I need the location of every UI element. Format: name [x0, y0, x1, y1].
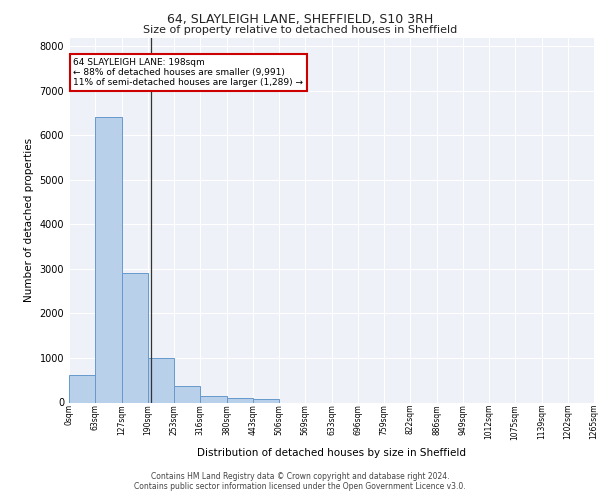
- Bar: [69, 375, 95, 402]
- Text: Size of property relative to detached houses in Sheffield: Size of property relative to detached ho…: [143, 25, 457, 35]
- Bar: [174, 386, 200, 402]
- Bar: [253, 399, 279, 402]
- Bar: [148, 358, 174, 403]
- Bar: [122, 274, 148, 402]
- Text: 64 SLAYLEIGH LANE: 198sqm
← 88% of detached houses are smaller (9,991)
11% of se: 64 SLAYLEIGH LANE: 198sqm ← 88% of detac…: [73, 58, 303, 88]
- Text: Contains HM Land Registry data © Crown copyright and database right 2024.
Contai: Contains HM Land Registry data © Crown c…: [134, 472, 466, 491]
- Y-axis label: Number of detached properties: Number of detached properties: [24, 138, 34, 302]
- Text: 64, SLAYLEIGH LANE, SHEFFIELD, S10 3RH: 64, SLAYLEIGH LANE, SHEFFIELD, S10 3RH: [167, 12, 433, 26]
- Bar: [200, 396, 227, 402]
- Bar: [227, 398, 253, 402]
- X-axis label: Distribution of detached houses by size in Sheffield: Distribution of detached houses by size …: [197, 448, 466, 458]
- Bar: [95, 116, 122, 403]
